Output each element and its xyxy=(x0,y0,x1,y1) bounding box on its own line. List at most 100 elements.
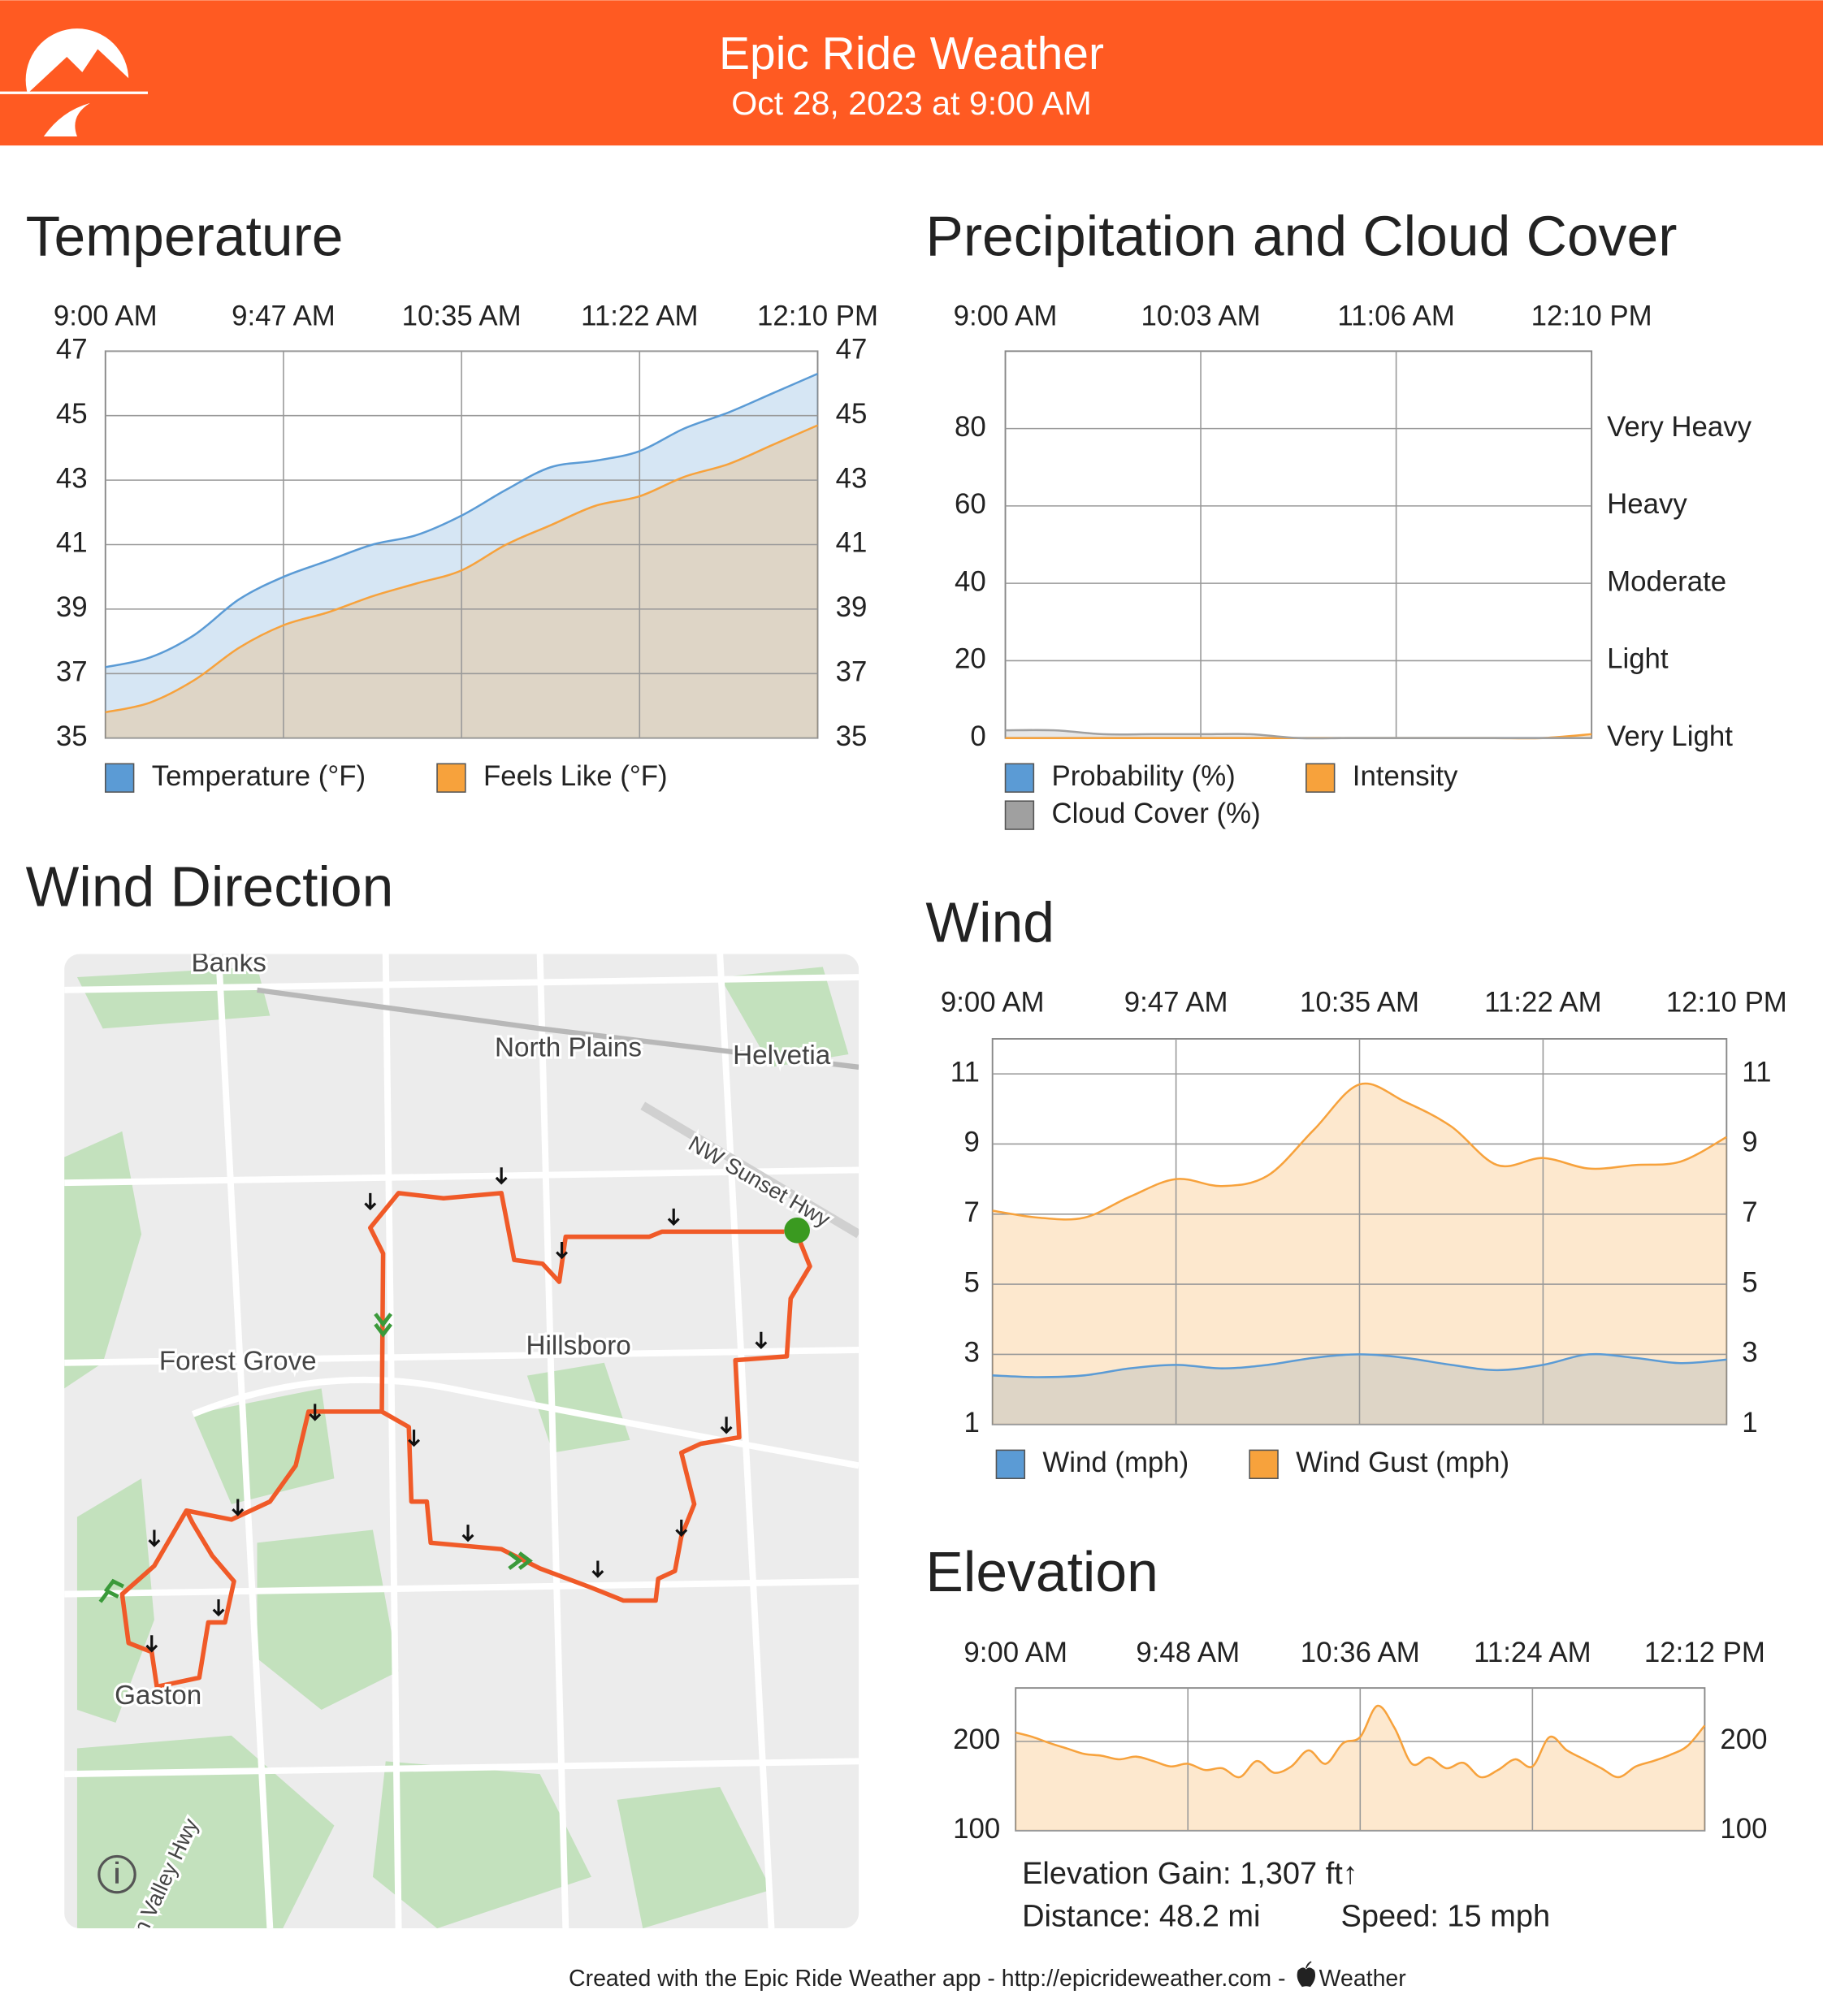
x-tick-label: 10:35 AM xyxy=(1300,986,1419,1018)
y-tick-label: 100 xyxy=(953,1813,1000,1845)
y2-tick-label: Light xyxy=(1607,643,1669,675)
x-tick-label: 12:12 PM xyxy=(1644,1637,1765,1668)
legend-swatch xyxy=(1004,800,1035,830)
y2-tick-label: Very Light xyxy=(1607,720,1733,752)
y2-tick-label: 11 xyxy=(1742,1056,1771,1088)
y2-tick-label: 37 xyxy=(836,655,868,687)
elevation-gain: Elevation Gain: 1,307 ft↑ xyxy=(1022,1857,1358,1891)
x-tick-label: 11:06 AM xyxy=(1337,300,1454,331)
legend-swatch xyxy=(104,763,135,793)
series-line xyxy=(1005,729,1592,740)
chart: Temperature35373941434547353739414345479… xyxy=(26,205,878,793)
legend-label: Wind Gust (mph) xyxy=(1296,1447,1509,1478)
y-tick-label: 5 xyxy=(964,1266,980,1298)
footer-credit: Created with the Epic Ride Weather app -… xyxy=(569,1966,1285,1992)
map-label: Forest Grove xyxy=(159,1347,317,1377)
x-tick-label: 9:00 AM xyxy=(963,1637,1067,1668)
y2-tick-label: 39 xyxy=(836,591,868,623)
x-tick-label: 11:22 AM xyxy=(581,300,698,331)
legend-swatch xyxy=(1249,1449,1279,1479)
y2-tick-label: 41 xyxy=(836,527,868,559)
map: Banks North Plains Helvetia NW Sunset Hw… xyxy=(64,948,860,1929)
map-label: Gaston xyxy=(115,1681,201,1711)
y2-tick-label: 43 xyxy=(836,462,868,494)
series-line xyxy=(105,424,818,714)
y-tick-label: 40 xyxy=(955,565,986,597)
y2-tick-label: 1 xyxy=(1742,1407,1757,1438)
x-tick-label: 9:47 AM xyxy=(232,300,336,331)
header-bar xyxy=(0,0,1823,146)
x-tick-label: 10:03 AM xyxy=(1141,300,1261,331)
area-fill xyxy=(1005,729,1592,739)
legend-label: Cloud Cover (%) xyxy=(1051,798,1260,829)
y2-tick-label: Moderate xyxy=(1607,565,1726,597)
x-tick-label: 9:00 AM xyxy=(54,300,158,331)
chart-title: Temperature xyxy=(26,205,344,268)
map-label: Helvetia xyxy=(733,1040,831,1071)
x-tick-label: 10:35 AM xyxy=(402,300,522,331)
chart-title: Elevation xyxy=(925,1540,1158,1603)
y-tick-label: 35 xyxy=(56,720,88,752)
x-tick-label: 10:36 AM xyxy=(1301,1637,1420,1668)
plot-frame xyxy=(1004,350,1593,739)
x-tick-label: 9:48 AM xyxy=(1136,1637,1240,1668)
series-line xyxy=(1015,1704,1706,1779)
map-label: Hillsboro xyxy=(526,1331,631,1361)
y-tick-label: 1 xyxy=(964,1407,980,1438)
legend-swatch xyxy=(995,1449,1026,1479)
y2-tick-label: 100 xyxy=(1720,1813,1767,1845)
legend-label: Wind (mph) xyxy=(1042,1447,1189,1478)
apple-logo xyxy=(1297,1961,1316,1988)
speed: Speed: 15 mph xyxy=(1341,1899,1551,1933)
y-tick-label: 7 xyxy=(964,1196,980,1228)
legend-label: Temperature (°F) xyxy=(152,760,366,792)
y-tick-label: 37 xyxy=(56,655,88,687)
y-tick-label: 45 xyxy=(56,398,88,430)
chart: Precipitation and Cloud Cover 0 20 40 60 80 Ve… xyxy=(925,205,1752,830)
x-tick-label: 11:22 AM xyxy=(1484,986,1601,1018)
chart: Elevation 100 200 100 200 9:00 AM 9:48 AM 10:36… xyxy=(925,1540,1767,1845)
info-icon[interactable] xyxy=(97,1854,136,1894)
x-tick-label: 9:00 AM xyxy=(954,300,1058,331)
legend-label: Probability (%) xyxy=(1051,760,1235,792)
series-line xyxy=(992,1352,1727,1378)
app-title: Epic Ride Weather xyxy=(719,28,1104,80)
y-tick-label: 3 xyxy=(964,1337,980,1369)
legend-swatch xyxy=(1004,763,1035,793)
x-tick-label: 11:24 AM xyxy=(1474,1637,1591,1668)
y-tick-label: 47 xyxy=(56,334,88,366)
x-tick-label: 12:10 PM xyxy=(1531,300,1652,331)
legend-swatch xyxy=(436,763,466,793)
series-line xyxy=(992,1082,1727,1221)
x-tick-label: 12:10 PM xyxy=(1666,986,1787,1018)
y2-tick-label: 45 xyxy=(836,398,868,430)
y2-tick-label: 3 xyxy=(1742,1337,1757,1369)
x-tick-label: 9:47 AM xyxy=(1124,986,1228,1018)
y2-tick-label: Very Heavy xyxy=(1607,411,1752,443)
series-line xyxy=(105,372,818,668)
map-label: North Plains xyxy=(495,1032,642,1062)
x-tick-label: 12:10 PM xyxy=(757,300,878,331)
y2-tick-label: 7 xyxy=(1742,1196,1757,1228)
legend-label: Intensity xyxy=(1353,760,1458,792)
y-tick-label: 11 xyxy=(950,1056,980,1088)
y-tick-label: 200 xyxy=(953,1724,1000,1755)
y-tick-label: 43 xyxy=(56,462,88,494)
y2-tick-label: Heavy xyxy=(1607,488,1687,520)
y-tick-label: 60 xyxy=(955,488,986,520)
legend-label: Feels Like (°F) xyxy=(483,760,668,792)
y2-tick-label: 5 xyxy=(1742,1266,1757,1298)
y2-tick-label: 47 xyxy=(836,334,868,366)
distance: Distance: 48.2 mi xyxy=(1022,1899,1260,1933)
y2-tick-label: 9 xyxy=(1742,1127,1757,1158)
legend-swatch xyxy=(1306,763,1336,793)
chart-title: Wind xyxy=(925,891,1054,954)
chart-title: Precipitation and Cloud Cover xyxy=(925,205,1677,268)
logo xyxy=(0,28,148,137)
y-tick-label: 41 xyxy=(56,527,88,559)
map-label: Banks xyxy=(192,948,266,978)
y2-tick-label: 35 xyxy=(836,720,868,752)
section-title: Wind Direction xyxy=(26,854,394,918)
ride-date: Oct 28, 2023 at 9:00 AM xyxy=(731,84,1092,122)
